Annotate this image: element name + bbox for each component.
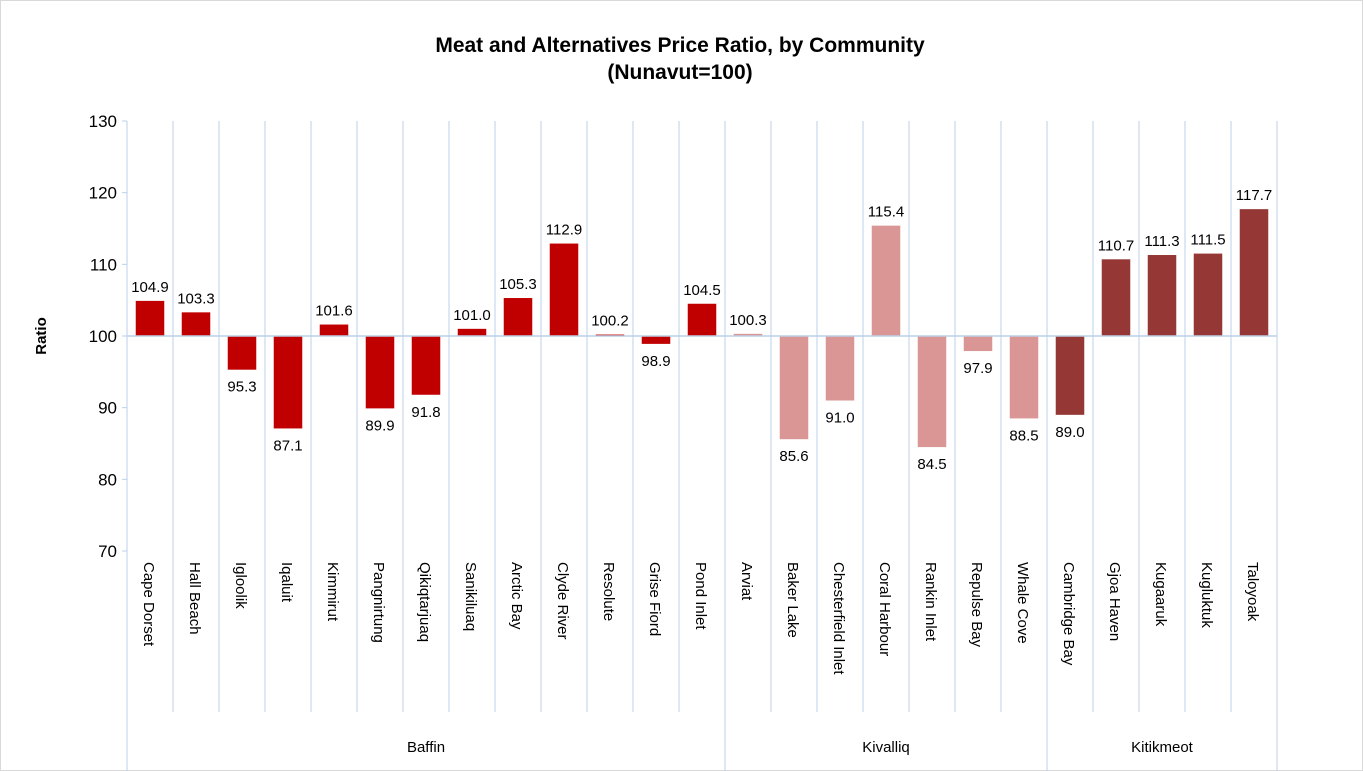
value-label: 95.3: [227, 379, 256, 396]
x-tick-label: Igloolik: [232, 562, 249, 609]
x-tick-label: Repulse Bay: [968, 562, 985, 648]
x-tick-label: Pangnirtung: [370, 562, 387, 643]
bar: [825, 336, 855, 401]
value-label: 103.3: [177, 290, 215, 307]
value-label: 105.3: [499, 276, 537, 293]
value-label: 89.0: [1055, 424, 1084, 441]
value-label: 101.6: [315, 303, 353, 320]
value-label: 87.1: [273, 437, 302, 454]
y-tick-label: 100: [89, 327, 117, 346]
x-tick-label: Arctic Bay: [508, 562, 525, 630]
bar: [549, 243, 579, 336]
value-label: 115.4: [868, 204, 904, 221]
value-label: 104.5: [683, 282, 721, 299]
value-label: 111.5: [1190, 232, 1225, 249]
x-tick-label: Kugaaruk: [1152, 562, 1169, 627]
x-tick-label: Clyde River: [554, 562, 571, 640]
x-tick-label: Cambridge Bay: [1060, 562, 1077, 666]
value-label: 88.5: [1009, 427, 1038, 444]
x-tick-label: Sanikiluaq: [462, 562, 479, 631]
x-tick-label: Arviat: [738, 562, 755, 601]
value-label: 110.7: [1098, 237, 1134, 254]
value-label: 89.9: [365, 417, 394, 434]
bar: [503, 298, 533, 336]
bar: [181, 312, 211, 336]
bar: [963, 336, 993, 352]
bar: [1239, 209, 1269, 336]
bar: [733, 333, 763, 336]
bar: [779, 336, 809, 440]
value-label: 84.5: [917, 456, 946, 473]
x-tick-label: Qikiqtarjuaq: [416, 562, 433, 642]
value-label: 112.9: [546, 222, 582, 239]
x-tick-label: Resolute: [600, 562, 617, 621]
chart-subtitle: (Nunavut=100): [607, 61, 752, 84]
y-tick-label: 130: [89, 112, 117, 131]
x-tick-label: Baker Lake: [784, 562, 801, 638]
y-tick-label: 120: [89, 184, 117, 203]
bar: [365, 336, 395, 409]
y-axis-label: Ratio: [33, 317, 50, 355]
bar: [1055, 336, 1085, 415]
bar: [135, 300, 165, 336]
value-label: 97.9: [963, 360, 992, 377]
group-label: Kivalliq: [862, 739, 910, 756]
value-label: 104.9: [131, 279, 169, 296]
bar: [1193, 253, 1223, 336]
x-tick-label: Rankin Inlet: [922, 562, 939, 642]
y-tick-label: 70: [98, 542, 117, 561]
x-tick-label: Pond Inlet: [692, 562, 709, 630]
x-tick-label: Whale Cove: [1014, 562, 1031, 644]
x-tick-label: Gjoa Haven: [1106, 562, 1123, 641]
bar: [687, 303, 717, 336]
chart-title: Meat and Alternatives Price Ratio, by Co…: [435, 34, 925, 57]
x-tick-label: Chesterfield Inlet: [830, 562, 847, 675]
bar: [227, 336, 257, 370]
group-label: Baffin: [407, 739, 445, 756]
y-tick-label: 80: [98, 470, 117, 489]
bar: [411, 336, 441, 395]
value-label: 111.3: [1144, 233, 1179, 250]
bar: [641, 336, 671, 344]
value-label: 98.9: [641, 353, 670, 370]
bar: [1101, 259, 1131, 336]
value-label: 85.6: [779, 448, 808, 465]
x-tick-label: Cape Dorset: [140, 562, 157, 647]
value-label: 100.2: [591, 313, 629, 330]
x-tick-label: Kugluktuk: [1198, 562, 1215, 628]
x-tick-label: Kimmirut: [324, 562, 341, 622]
value-label: 101.0: [453, 307, 491, 324]
value-label: 91.0: [825, 410, 854, 427]
bar: [273, 336, 303, 429]
bar: [1009, 336, 1039, 419]
value-label: 117.7: [1236, 187, 1272, 204]
value-label: 100.3: [729, 312, 767, 329]
x-tick-label: Coral Harbour: [876, 562, 893, 656]
x-tick-label: Grise Fiord: [646, 562, 663, 636]
y-tick-label: 110: [90, 255, 117, 274]
bar: [871, 225, 901, 336]
y-tick-label: 90: [98, 399, 117, 418]
bar: [917, 336, 947, 448]
x-tick-label: Taloyoak: [1244, 562, 1261, 622]
bar: [457, 328, 487, 336]
group-label: Kitikmeot: [1131, 739, 1194, 756]
value-label: 91.8: [411, 404, 440, 421]
x-tick-label: Iqaluit: [278, 562, 295, 603]
x-tick-label: Hall Beach: [186, 562, 203, 635]
bar: [1147, 255, 1177, 336]
bar: [319, 324, 349, 336]
